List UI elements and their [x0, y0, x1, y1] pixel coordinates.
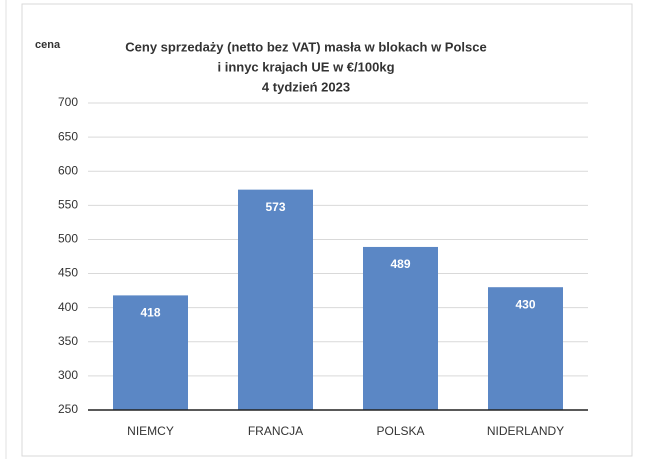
bar: [238, 189, 313, 410]
chart-title: Ceny sprzedaży (netto bez VAT) masła w b…: [125, 39, 486, 54]
y-tick-label: 300: [58, 368, 78, 382]
y-tick-label: 350: [58, 334, 78, 348]
data-label: 573: [265, 200, 285, 214]
data-label: 430: [515, 297, 535, 311]
y-tick-label: 650: [58, 129, 78, 143]
bar: [363, 246, 438, 410]
y-tick-label: 700: [58, 95, 78, 109]
x-tick-label: NIDERLANDY: [487, 424, 564, 438]
y-tick-label: 250: [58, 402, 78, 416]
data-label: 489: [390, 257, 410, 271]
y-axis-label: cena: [35, 39, 61, 51]
x-tick-label: POLSKA: [376, 424, 424, 438]
y-tick-label: 500: [58, 232, 78, 246]
chart-title: i innyc krajach UE w €/100kg: [217, 59, 394, 74]
bar: [488, 287, 563, 410]
chart-title: 4 tydzień 2023: [262, 79, 350, 94]
bar: [113, 295, 188, 410]
y-tick-label: 600: [58, 163, 78, 177]
x-tick-label: NIEMCY: [127, 424, 174, 438]
x-tick-label: FRANCJA: [248, 424, 303, 438]
y-tick-label: 550: [58, 198, 78, 212]
y-tick-label: 400: [58, 300, 78, 314]
data-label: 418: [140, 306, 160, 320]
y-tick-label: 450: [58, 266, 78, 280]
